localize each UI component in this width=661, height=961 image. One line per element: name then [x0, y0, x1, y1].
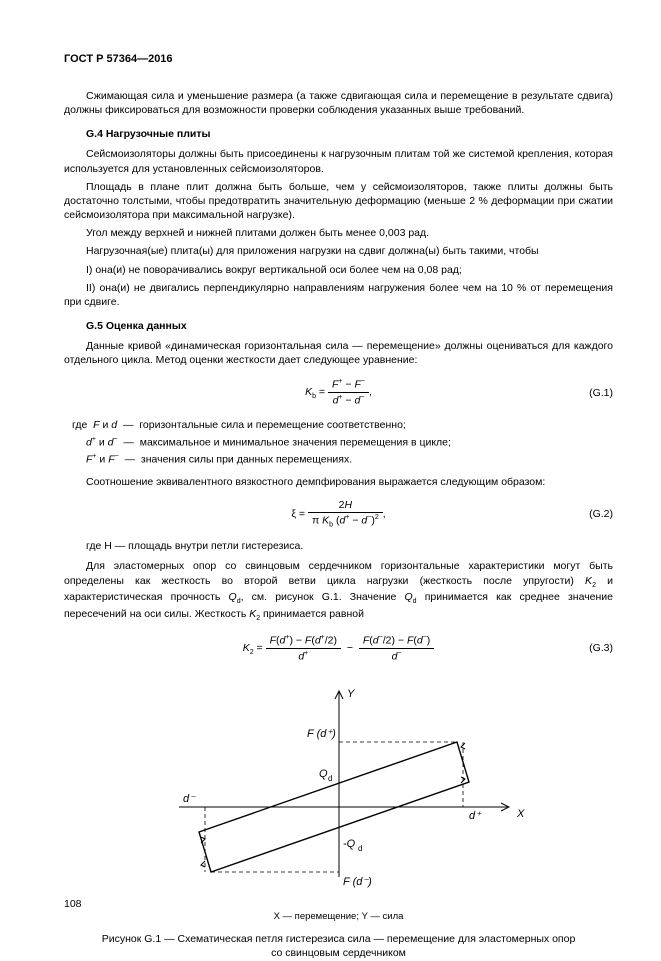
elast-para: Для эластомерных опор со свинцовым серде… — [64, 559, 613, 623]
svg-text:d⁺: d⁺ — [469, 810, 482, 822]
eq-g1-body: Kb = F+ − F− d+ − d− , — [305, 377, 372, 407]
g4-p2: Площадь в плане плит должна быть больше,… — [64, 180, 613, 223]
eq-g2-body: ξ = 2H π Kb (d+ − d−)2 , — [291, 498, 385, 530]
g4-p5: I) она(и) не поворачивались вокруг верти… — [64, 263, 613, 277]
svg-text:F (d⁻): F (d⁻) — [343, 876, 372, 888]
svg-text:Y: Y — [347, 688, 355, 700]
equation-g3: K2 = F(d+) − F(d+/2) d+ − F(d−/2) − F(d−… — [64, 631, 613, 665]
page: ГОСТ Р 57364—2016 Сжимающая сила и умень… — [0, 0, 661, 935]
g4-heading: G.4 Нагрузочные плиты — [64, 127, 613, 141]
svg-text:d⁻: d⁻ — [183, 793, 196, 805]
figure-caption-1: Рисунок G.1 — Схематическая петля гистер… — [64, 932, 613, 946]
eq-g3-num: (G.3) — [589, 641, 613, 655]
hysteresis-diagram: Y X F (d⁺) Qd d⁻ d⁺ -Qd F (d⁻) — [139, 677, 539, 897]
doc-header: ГОСТ Р 57364—2016 — [64, 52, 613, 67]
svg-text:X: X — [516, 808, 525, 820]
figure-g1: Y X F (d⁺) Qd d⁻ d⁺ -Qd F (d⁻) X — перем… — [64, 677, 613, 960]
eq-g3-body: K2 = F(d+) − F(d+/2) d+ − F(d−/2) − F(d−… — [243, 633, 435, 663]
where-line2: d+ и d− — максимальное и минимальное зна… — [86, 435, 613, 450]
svg-text:-Q: -Q — [343, 838, 356, 850]
g4-p3: Угол между верхней и нижней плитами долж… — [64, 226, 613, 240]
svg-text:F (d⁺): F (d⁺) — [307, 728, 336, 740]
g4-p4: Нагрузочная(ые) плита(ы) для приложения … — [64, 244, 613, 258]
g5-p1: Данные кривой «динамическая горизонтальн… — [64, 339, 613, 367]
where-line1: где F и d — горизонтальные сила и переме… — [72, 418, 613, 432]
damping-para: Соотношение эквивалентного вязкостного д… — [64, 475, 613, 489]
g4-p6: II) она(и) не двигались перпендикулярно … — [64, 281, 613, 309]
g5-heading: G.5 Оценка данных — [64, 319, 613, 333]
hyst-para: где H — площадь внутри петли гистерезиса… — [64, 539, 613, 553]
g4-p1: Сейсмоизоляторы должны быть присоединены… — [64, 147, 613, 175]
equation-g1: Kb = F+ − F− d+ − d− , (G.1) — [64, 376, 613, 410]
figure-caption-2: со свинцовым сердечником — [64, 946, 613, 960]
page-number: 108 — [64, 897, 82, 911]
eq-g2-num: (G.2) — [589, 507, 613, 521]
where-line3: F+ и F− — значения силы при данных перем… — [86, 452, 613, 467]
equation-g2: ξ = 2H π Kb (d+ − d−)2 , (G.2) — [64, 497, 613, 531]
intro-para: Сжимающая сила и уменьшение размера (а т… — [64, 89, 613, 117]
svg-text:d: d — [328, 774, 332, 783]
axis-caption: X — перемещение; Y — сила — [64, 911, 613, 924]
eq-g1-num: (G.1) — [589, 386, 613, 400]
svg-text:d: d — [358, 844, 362, 853]
svg-text:Q: Q — [319, 768, 328, 780]
